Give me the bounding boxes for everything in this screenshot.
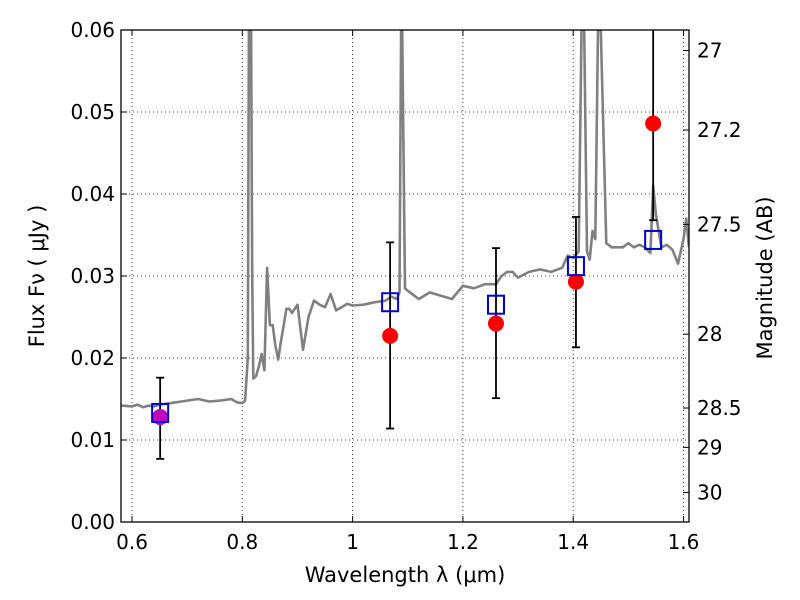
model-point: [381, 292, 400, 313]
y-tick-label: 0.06: [70, 18, 115, 42]
plot-series: [121, 30, 689, 460]
y-tick-label: 0.03: [70, 264, 115, 288]
y2-tick-label: 27: [697, 39, 722, 63]
y2-tick-label: 28.5: [697, 396, 742, 420]
observed-point: [567, 273, 584, 290]
observed-point: [382, 327, 399, 344]
x-tick-label: 1.2: [447, 530, 479, 554]
y2-tick-label: 27.5: [697, 212, 742, 236]
x-axis-label: Wavelength λ (μm): [305, 563, 506, 587]
x-tick-label: 0.6: [116, 530, 148, 554]
x-tick-label: 1.4: [557, 530, 589, 554]
y2-tick-label: 30: [697, 480, 722, 504]
x-tick-label: 1: [346, 530, 359, 554]
x-tick-label: 0.8: [226, 530, 258, 554]
y-tick-label: 0.04: [70, 182, 115, 206]
y-tick-label: 0.02: [70, 346, 115, 370]
model-point: [486, 294, 505, 315]
model-point: [566, 256, 585, 277]
model-point: [151, 402, 170, 423]
y2-tick-label: 28: [697, 322, 722, 346]
y2-axis-label: Magnitude (AB): [753, 196, 777, 359]
plot-area: [121, 30, 689, 460]
y-tick-label: 0.01: [70, 428, 115, 452]
y-tick-label: 0.05: [70, 100, 115, 124]
x-tick-label: 1.6: [668, 530, 700, 554]
spectrum-line: [121, 30, 689, 409]
ticks-group: 0.6 0.8 1 1.2 1.4 1.6 0.00 0.01 0.02 0.03 0.04 0.05…: [70, 18, 741, 554]
observed-point: [487, 315, 504, 332]
plot-frame: [120, 29, 690, 523]
model-point: [644, 229, 663, 250]
y2-tick-label: 29: [697, 435, 722, 459]
y-tick-label: 0.00: [70, 510, 115, 534]
observed-point: [645, 115, 662, 132]
y2-tick-label: 27.2: [697, 118, 742, 142]
y-axis-label: Flux Fν ( μJy ): [25, 205, 49, 348]
